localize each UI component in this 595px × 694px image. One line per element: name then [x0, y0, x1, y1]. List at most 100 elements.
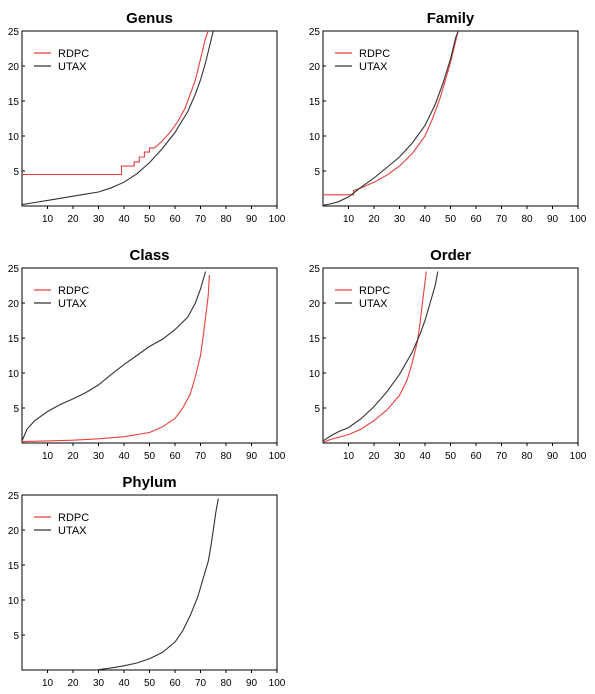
x-tick-label: 30 [394, 451, 406, 462]
y-tick-label: 20 [309, 299, 321, 310]
chart-panel-family: Family 10 20 30 40 50 60 70 80 90 100 5 10 15 20 25 RDPC… [309, 10, 587, 225]
x-tick-label: 90 [547, 214, 559, 225]
y-tick-label: 10 [8, 596, 20, 607]
x-tick-label: 20 [67, 214, 79, 225]
series-line-rdpc [323, 30, 459, 196]
x-tick-label: 20 [368, 214, 380, 225]
x-tick-label: 40 [419, 214, 431, 225]
x-tick-label: 30 [93, 678, 105, 689]
y-tick-label: 15 [8, 561, 20, 572]
x-tick-label: 50 [144, 678, 156, 689]
legend-label-utax: UTAX [58, 61, 87, 73]
x-tick-label: 100 [269, 451, 286, 462]
x-tick-label: 30 [394, 214, 406, 225]
y-tick-label: 10 [309, 132, 321, 143]
x-tick-label: 30 [93, 214, 105, 225]
x-tick-label: 40 [419, 451, 431, 462]
x-tick-label: 50 [144, 451, 156, 462]
series-line-rdpc [322, 271, 427, 443]
x-tick-label: 80 [521, 214, 533, 225]
x-tick-label: 40 [118, 451, 130, 462]
x-tick-label: 80 [220, 451, 232, 462]
legend-label-utax: UTAX [58, 525, 87, 537]
y-tick-label: 15 [8, 334, 20, 345]
y-tick-label: 25 [8, 491, 20, 502]
x-tick-label: 10 [42, 451, 54, 462]
x-tick-label: 90 [547, 451, 559, 462]
x-tick-label: 90 [246, 678, 258, 689]
x-tick-label: 80 [220, 214, 232, 225]
y-tick-label: 10 [8, 369, 20, 380]
x-tick-label: 20 [368, 451, 380, 462]
x-tick-label: 30 [93, 451, 105, 462]
y-tick-label: 20 [8, 526, 20, 537]
x-tick-label: 20 [67, 451, 79, 462]
y-tick-label: 20 [8, 299, 20, 310]
x-tick-label: 100 [269, 214, 286, 225]
y-tick-label: 15 [309, 97, 321, 108]
x-tick-label: 70 [496, 451, 508, 462]
y-tick-label: 5 [13, 404, 19, 415]
chart-title: Class [129, 247, 169, 264]
y-tick-label: 25 [8, 264, 20, 275]
legend-label-utax: UTAX [359, 298, 388, 310]
series-line-rdpc [22, 30, 209, 176]
x-tick-label: 90 [246, 451, 258, 462]
legend-label-utax: UTAX [58, 298, 87, 310]
x-tick-label: 70 [195, 451, 207, 462]
x-tick-label: 60 [470, 214, 482, 225]
y-tick-label: 20 [8, 62, 20, 73]
x-tick-label: 80 [220, 678, 232, 689]
legend-label-rdpc: RDPC [58, 285, 89, 297]
series-line-rdpc [21, 274, 210, 443]
legend-label-rdpc: RDPC [58, 48, 89, 60]
x-tick-label: 60 [169, 214, 181, 225]
series-line-utax [322, 30, 459, 206]
x-tick-label: 100 [570, 451, 587, 462]
y-tick-label: 20 [309, 62, 321, 73]
chart-panel-phylum: Phylum 10 20 30 40 50 60 70 80 90 100 5 10 15 20 25 RDPC… [8, 474, 286, 689]
chart-panel-class: Class 10 20 30 40 50 60 70 80 90 100 5 10 15 20 25 RDPCU… [8, 247, 286, 462]
x-tick-label: 60 [470, 451, 482, 462]
chart-title: Genus [126, 10, 173, 27]
y-tick-label: 5 [314, 404, 320, 415]
x-tick-label: 90 [246, 214, 258, 225]
x-tick-label: 60 [169, 451, 181, 462]
x-tick-label: 40 [118, 678, 130, 689]
chart-panel-genus: Genus 10 20 30 40 50 60 70 80 90 100 5 10 15 20 25 RDPCU… [8, 10, 286, 225]
y-tick-label: 15 [309, 334, 321, 345]
series-line-utax [21, 271, 207, 442]
y-tick-label: 10 [8, 132, 20, 143]
x-tick-label: 10 [42, 678, 54, 689]
legend-label-rdpc: RDPC [58, 512, 89, 524]
y-tick-label: 5 [13, 631, 19, 642]
chart-title: Phylum [122, 474, 176, 491]
y-tick-label: 25 [8, 27, 20, 38]
y-tick-label: 5 [13, 167, 19, 178]
y-tick-label: 5 [314, 167, 320, 178]
x-tick-label: 100 [269, 678, 286, 689]
y-tick-label: 25 [309, 264, 321, 275]
x-tick-label: 60 [169, 678, 181, 689]
legend-label-rdpc: RDPC [359, 285, 390, 297]
chart-title: Family [427, 10, 475, 27]
legend-label-rdpc: RDPC [359, 48, 390, 60]
chart-title: Order [430, 247, 471, 264]
x-tick-label: 50 [445, 214, 457, 225]
x-tick-label: 100 [570, 214, 587, 225]
x-tick-label: 80 [521, 451, 533, 462]
y-tick-label: 10 [309, 369, 321, 380]
y-tick-label: 25 [309, 27, 321, 38]
series-line-utax [21, 30, 214, 206]
chart-panel-order: Order 10 20 30 40 50 60 70 80 90 100 5 10 15 20 25 RDPCU… [309, 247, 587, 462]
x-tick-label: 70 [195, 678, 207, 689]
x-tick-label: 70 [496, 214, 508, 225]
x-tick-label: 10 [42, 214, 54, 225]
x-tick-label: 20 [67, 678, 79, 689]
x-tick-label: 10 [343, 451, 355, 462]
x-tick-label: 40 [118, 214, 130, 225]
x-tick-label: 50 [144, 214, 156, 225]
y-tick-label: 15 [8, 97, 20, 108]
legend-label-utax: UTAX [359, 61, 388, 73]
